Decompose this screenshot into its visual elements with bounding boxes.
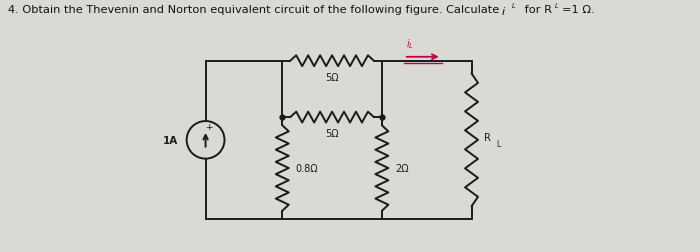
Text: 1A: 1A: [162, 135, 178, 145]
Text: 5Ω: 5Ω: [326, 129, 339, 138]
Text: $_{L}$: $_{L}$: [512, 2, 517, 11]
Text: 4. Obtain the Thevenin and Norton equivalent circuit of the following figure. Ca: 4. Obtain the Thevenin and Norton equiva…: [8, 5, 503, 15]
Text: R: R: [484, 132, 491, 142]
Text: 5Ω: 5Ω: [326, 72, 339, 82]
Text: L: L: [496, 140, 500, 149]
Text: 0.8Ω: 0.8Ω: [295, 163, 318, 173]
Text: $i$: $i$: [501, 5, 507, 17]
Text: for R: for R: [522, 5, 552, 15]
Text: +: +: [205, 122, 212, 131]
Text: $_{L}$: $_{L}$: [554, 2, 559, 11]
Text: 2Ω: 2Ω: [395, 163, 408, 173]
Text: =1 Ω.: =1 Ω.: [562, 5, 595, 15]
Text: $i_L$: $i_L$: [406, 37, 414, 51]
